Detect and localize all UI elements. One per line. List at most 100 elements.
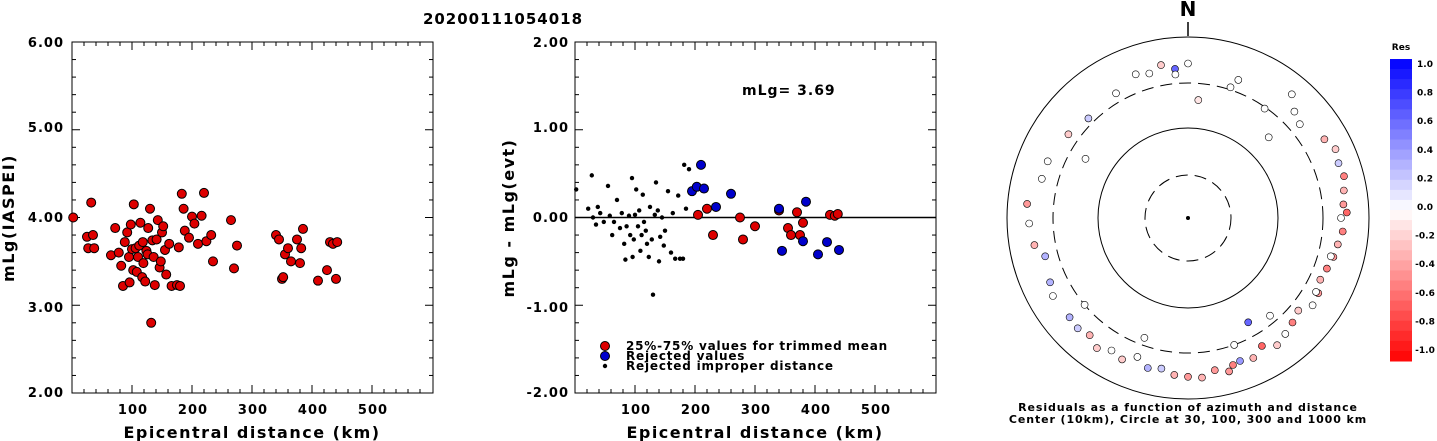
trimmed-point [832, 208, 843, 219]
data-point [125, 219, 136, 230]
panel1-xtick-label: 500 [358, 403, 388, 418]
data-point [298, 223, 308, 234]
panel1-frame [71, 41, 434, 394]
improper-distance-point [590, 215, 596, 220]
data-point [133, 251, 143, 262]
data-point [286, 256, 296, 267]
improper-distance-point [676, 193, 681, 198]
polar-point [1288, 318, 1297, 327]
colorbar-cell [1390, 179, 1412, 191]
colorbar-cell [1390, 290, 1412, 302]
polar-point [1281, 330, 1290, 338]
data-point [152, 215, 163, 226]
data-point [274, 234, 284, 245]
improper-distance-point [641, 219, 647, 225]
polar-point [1145, 69, 1154, 78]
figure-title: 20200111054018 [423, 10, 583, 28]
improper-distance-point [631, 237, 636, 242]
data-point [196, 210, 207, 221]
colorbar-cell [1390, 240, 1412, 251]
polar-point [1112, 89, 1120, 98]
polar-point [1133, 353, 1142, 361]
colorbar-cell [1390, 169, 1412, 181]
polar-point [1081, 155, 1090, 163]
improper-distance-point [637, 208, 642, 213]
panel2-points [574, 159, 844, 297]
data-point [208, 256, 218, 267]
polar-point [1320, 135, 1329, 144]
colorbar-title: Res [1392, 43, 1410, 53]
data-point [178, 203, 189, 214]
polar-point [1140, 333, 1149, 342]
data-point [176, 188, 187, 199]
data-point [292, 234, 302, 245]
colorbar-cell [1390, 139, 1412, 151]
rejected-point [813, 249, 823, 260]
polar-caption-line2: Center (10km), Circle at 30, 100, 300 an… [1009, 413, 1367, 426]
panel2-y-axis-label: mLg - mLg(evt) [499, 139, 518, 298]
rejected-point [822, 237, 832, 248]
colorbar-cell [1390, 149, 1412, 161]
panel2-legend: 25%-75% values for trimmed mean Rejected… [600, 339, 887, 373]
colorbar-cell [1390, 159, 1412, 171]
data-point [155, 256, 166, 267]
data-point [158, 221, 169, 232]
colorbar-cell [1390, 250, 1412, 261]
data-point [140, 276, 151, 287]
panel1-ytick-label: 6.00 [28, 36, 64, 51]
polar-point [1308, 301, 1317, 310]
panel2-x-axis-label: Epicentral distance (km) [626, 423, 883, 441]
improper-distance-point [662, 228, 668, 233]
polar-point [1065, 313, 1074, 322]
data-point [199, 187, 209, 198]
colorbar-cell [1390, 230, 1412, 241]
improper-distance-point [607, 213, 612, 218]
rejected-point [711, 201, 721, 212]
panel1-ytick-label: 4.00 [28, 211, 64, 226]
colorbar-labels: 1.0 0.8 0.6 0.4 0.2 0.0 -0.2 -0.4 -0.6 -0.8 -1.0 [1415, 60, 1435, 356]
colorbar-cell [1390, 89, 1412, 100]
polar-point [1266, 311, 1274, 320]
improper-distance-point [673, 256, 678, 261]
improper-distance-point [632, 212, 638, 218]
colorbar-cell [1390, 99, 1412, 110]
colorbar-cell [1390, 330, 1412, 342]
colorbar-cell [1390, 199, 1412, 211]
polar-point [1085, 331, 1094, 340]
colorbar-label: 0.0 [1417, 203, 1433, 213]
improper-distance-point [635, 224, 641, 229]
data-point [331, 273, 341, 284]
trimmed-point [750, 221, 760, 232]
data-point [124, 277, 135, 288]
panel2-xtick-labels: 100 200 300 400 500 [621, 403, 890, 418]
polar-point [1157, 364, 1166, 373]
polar-point [1288, 90, 1296, 99]
polar-point [1041, 252, 1049, 261]
colorbar-cell [1390, 109, 1412, 120]
panel1-ytick-labels: 6.00 5.00 4.00 3.00 2.00 [28, 36, 64, 401]
colorbar-cell [1390, 189, 1412, 201]
panel-residual: 2.00 1.00 0.00 -1.00 -2.00 100 200 300 4… [499, 36, 937, 441]
data-point [161, 269, 172, 280]
panel1-xtick-label: 100 [118, 403, 148, 418]
colorbar-cell [1390, 69, 1412, 80]
colorbar-cell [1390, 300, 1412, 312]
panel1-points [68, 187, 343, 328]
data-point [193, 238, 203, 249]
polar-point [1049, 292, 1057, 300]
improper-distance-point [626, 213, 632, 218]
panel1-xtick-label: 400 [298, 403, 328, 418]
data-point [173, 242, 184, 253]
polar-point [1211, 366, 1219, 375]
improper-distance-point [586, 206, 591, 211]
panel2-ytick-label: 1.00 [533, 121, 569, 136]
polar-point [1131, 70, 1140, 79]
trimmed-point [735, 212, 745, 223]
data-point [143, 223, 154, 234]
panel1-x-axis-label: Epicentral distance (km) [123, 423, 380, 441]
polar-point [1043, 157, 1052, 166]
polar-point [1171, 70, 1180, 79]
improper-distance-point [656, 259, 662, 264]
improper-distance-point [614, 197, 620, 203]
